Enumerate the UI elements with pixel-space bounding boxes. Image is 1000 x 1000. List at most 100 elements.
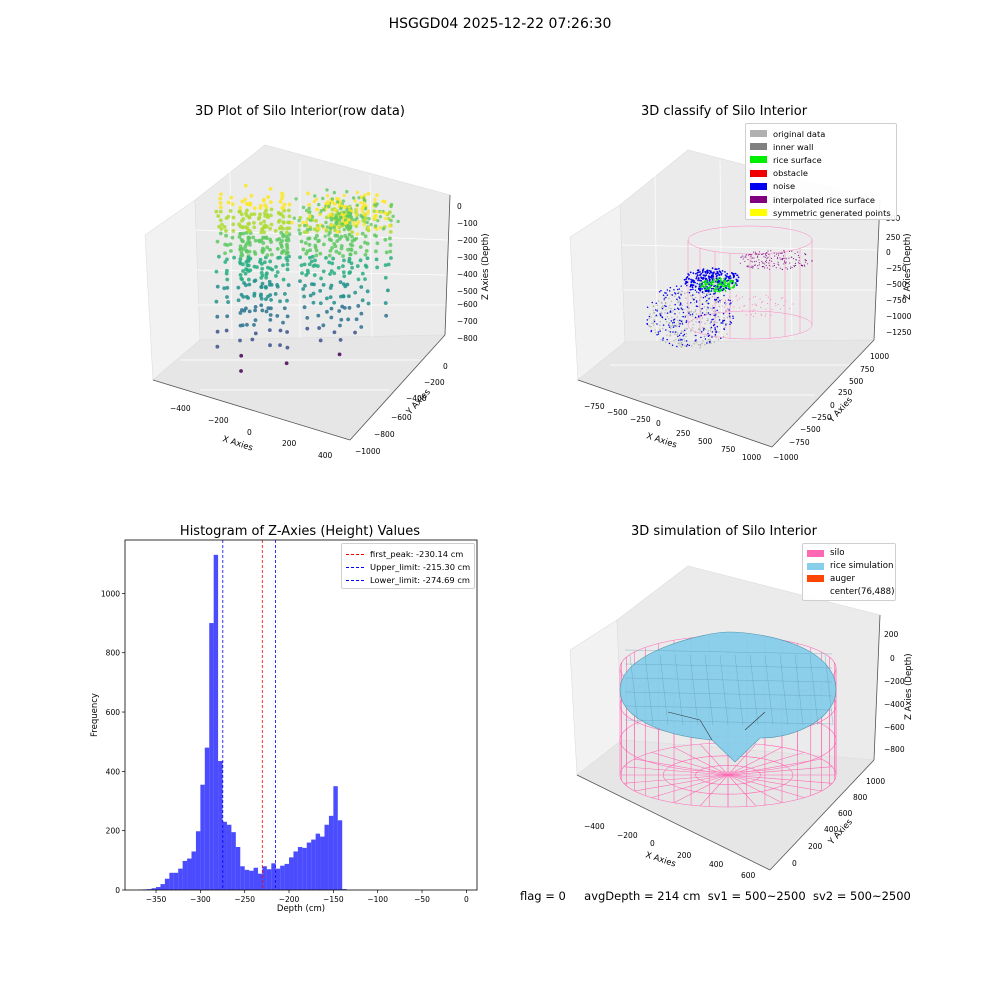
data-point — [278, 299, 282, 304]
y-tick-labels: 0 −200 −400 −600 −800 −1000 — [355, 362, 448, 456]
data-point — [259, 285, 264, 290]
data-point — [662, 337, 664, 339]
data-point — [281, 234, 285, 239]
data-point — [308, 210, 312, 214]
data-point — [703, 306, 706, 308]
data-point — [702, 340, 704, 342]
histogram-bar — [253, 867, 258, 890]
data-point — [795, 259, 797, 261]
axis-lines — [576, 614, 881, 871]
data-point — [342, 305, 347, 310]
histogram-bar — [324, 824, 329, 890]
data-point — [674, 292, 676, 294]
data-point — [335, 200, 340, 204]
data-point — [246, 236, 251, 241]
data-point — [342, 210, 346, 214]
data-point — [708, 272, 711, 275]
data-point — [241, 269, 245, 273]
data-point — [388, 229, 393, 234]
avg-depth-text: avgDepth = 214 cm — [584, 889, 701, 903]
data-point — [310, 254, 315, 259]
data-point — [287, 254, 291, 259]
svg-text:−200: −200 — [884, 677, 905, 686]
data-point — [692, 279, 695, 282]
data-point — [709, 313, 711, 316]
data-point — [346, 223, 350, 228]
data-point — [358, 245, 363, 249]
data-point — [685, 284, 688, 287]
data-point — [268, 317, 273, 322]
data-point — [239, 369, 243, 373]
data-point — [677, 301, 679, 304]
y-tick-label: 800 — [106, 649, 121, 658]
data-point — [342, 258, 346, 263]
data-point — [384, 211, 388, 216]
data-point — [752, 296, 754, 298]
data-point — [652, 312, 655, 314]
data-point — [321, 269, 326, 274]
data-point — [670, 300, 673, 303]
data-point — [690, 329, 692, 332]
raw-scatter-3d-plot[interactable]: −400 −200 0 200 400 0 −200 −400 −600 −80… — [140, 130, 500, 470]
data-point — [310, 215, 315, 219]
data-point — [662, 294, 665, 297]
data-point — [218, 205, 223, 210]
data-point — [745, 254, 747, 256]
data-point — [339, 317, 344, 322]
data-point — [768, 268, 771, 270]
data-point — [389, 256, 393, 260]
data-point — [704, 335, 706, 337]
data-point — [301, 247, 306, 252]
data-point — [704, 295, 707, 298]
rice-mesh-line — [624, 719, 833, 725]
legend-entry: auger — [807, 573, 855, 586]
data-point — [716, 283, 719, 286]
data-point — [286, 208, 291, 213]
data-point — [302, 294, 306, 299]
x-tick-label: 0 — [464, 895, 469, 904]
data-point — [247, 282, 252, 287]
data-point — [329, 315, 334, 320]
data-point — [681, 308, 683, 311]
data-point — [251, 235, 256, 240]
data-point — [674, 331, 677, 333]
data-point — [720, 273, 723, 276]
data-point — [242, 281, 246, 285]
silo-simulation-3d-plot[interactable]: −400 −200 0 200 400 600 1000 800 600 400… — [565, 550, 925, 880]
data-point — [741, 296, 743, 298]
data-point — [753, 309, 755, 311]
data-point — [269, 200, 273, 205]
data-point — [702, 326, 704, 329]
data-point — [375, 193, 379, 198]
data-point — [777, 304, 779, 306]
data-point — [701, 317, 704, 320]
data-point — [717, 267, 720, 270]
data-point — [662, 306, 665, 309]
data-point — [651, 301, 654, 304]
x-tick-label: −150 — [323, 895, 344, 904]
data-point — [670, 320, 673, 322]
data-point — [674, 325, 676, 327]
data-point — [791, 267, 793, 269]
data-point — [700, 336, 702, 339]
depth-histogram[interactable]: −350 −300 −250 −200 −150 −100 −50 0 0 200 400 600 80… — [80, 535, 490, 920]
data-point — [678, 291, 680, 293]
data-point — [702, 276, 705, 279]
svg-text:−800: −800 — [884, 745, 905, 754]
data-point — [366, 228, 371, 233]
data-point — [703, 313, 706, 316]
data-point — [252, 291, 257, 296]
data-point — [350, 265, 354, 270]
svg-text:−1250: −1250 — [886, 328, 912, 337]
data-point — [719, 277, 722, 280]
data-point — [308, 248, 313, 253]
data-point — [355, 203, 359, 207]
data-point — [340, 222, 344, 226]
data-point — [279, 224, 284, 229]
data-point — [335, 219, 339, 224]
data-point — [244, 248, 249, 253]
data-point — [758, 264, 760, 266]
data-point — [740, 256, 742, 258]
data-point — [669, 335, 671, 337]
data-point — [734, 283, 737, 286]
